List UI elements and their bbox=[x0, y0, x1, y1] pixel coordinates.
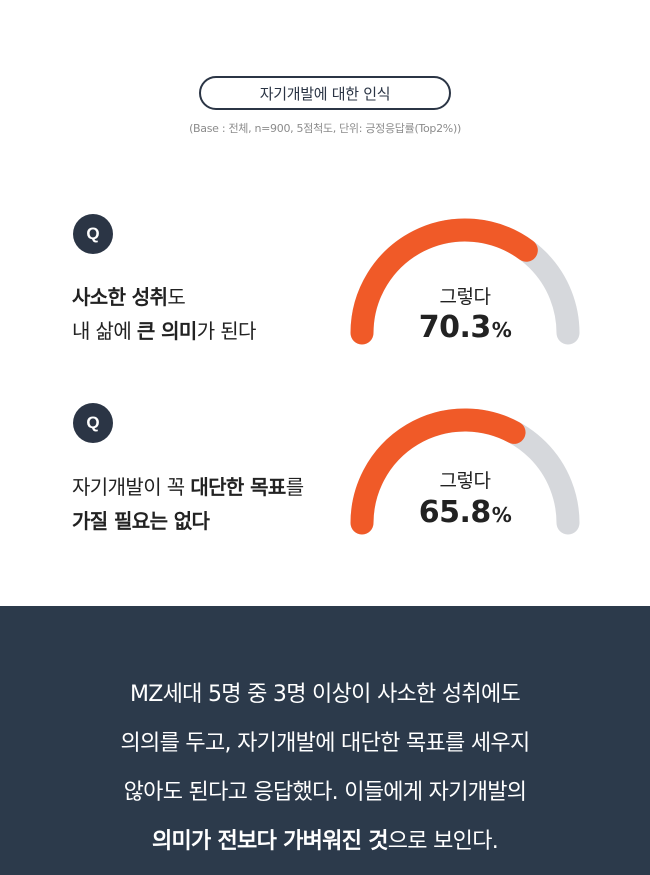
question-text-2: 자기개발이 꼭 대단한 목표를 가질 필요는 없다 bbox=[72, 470, 304, 538]
text-run: 를 bbox=[285, 475, 304, 499]
text-run: 내 삶에 bbox=[72, 319, 137, 343]
question-1-line-2: 내 삶에 큰 의미가 된다 bbox=[72, 314, 256, 348]
summary-panel: MZ세대 5명 중 3명 이상이 사소한 성취에도 의의를 두고, 자기개발에 … bbox=[0, 606, 650, 875]
summary-line-3: 않아도 된다고 응답했다. 이들에게 자기개발의 bbox=[0, 774, 650, 806]
summary-line-4: 의미가 전보다 가벼워진 것으로 보인다. bbox=[0, 823, 650, 855]
gauge-1-value: 70.3% bbox=[340, 310, 590, 345]
text-run: 가 된다 bbox=[196, 319, 257, 343]
text-run: 자기개발이 꼭 bbox=[72, 475, 191, 499]
text-run: 않아도 된다고 응답했다. 이들에게 자기개발의 bbox=[123, 780, 527, 805]
gauge-2: 그렇다 65.8% bbox=[340, 396, 590, 546]
text-run: 도 bbox=[167, 285, 186, 309]
summary-line-2: 의의를 두고, 자기개발에 대단한 목표를 세우지 bbox=[0, 725, 650, 757]
question-2-line-1: 자기개발이 꼭 대단한 목표를 bbox=[72, 470, 304, 504]
gauge-2-value-number: 65.8 bbox=[418, 495, 492, 530]
text-run: 으로 보인다. bbox=[387, 829, 499, 854]
question-badge-2: Q bbox=[73, 403, 113, 443]
gauge-1-fill bbox=[350, 218, 538, 345]
emphasis-text: 가질 필요는 없다 bbox=[72, 509, 210, 533]
text-run: 의의를 두고, 자기개발에 대단한 목표를 세우지 bbox=[120, 731, 530, 756]
gauge-2-svg bbox=[350, 408, 580, 535]
emphasis-text: 사소한 성취 bbox=[72, 285, 168, 309]
emphasis-text: 큰 의미 bbox=[136, 319, 197, 343]
section-title: 자기개발에 대한 인식 bbox=[259, 84, 391, 103]
gauge-2-value: 65.8% bbox=[340, 495, 590, 530]
gauge-1-label: 그렇다 bbox=[439, 286, 491, 308]
summary-line-1: MZ세대 5명 중 3명 이상이 사소한 성취에도 bbox=[0, 676, 650, 708]
question-text-1: 사소한 성취도 내 삶에 큰 의미가 된다 bbox=[72, 280, 256, 348]
gauge-1-value-number: 70.3 bbox=[418, 310, 492, 345]
emphasis-text: 대단한 목표 bbox=[190, 475, 286, 499]
gauge-1: 그렇다 70.3% bbox=[340, 206, 590, 356]
question-2-line-2: 가질 필요는 없다 bbox=[72, 504, 304, 538]
gauge-1-value-unit: % bbox=[491, 318, 512, 342]
gauge-1-svg bbox=[350, 218, 580, 345]
emphasis-text: 의미가 전보다 가벼워진 것 bbox=[151, 829, 389, 854]
base-note: (Base : 전체, n=900, 5점척도, 단위: 긍정응답률(Top2%… bbox=[189, 122, 461, 135]
section-title-pill: 자기개발에 대한 인식 bbox=[199, 76, 451, 110]
question-badge-1: Q bbox=[73, 214, 113, 254]
gauge-2-label: 그렇다 bbox=[439, 470, 491, 492]
gauge-2-fill bbox=[350, 408, 526, 535]
text-run: MZ세대 5명 중 3명 이상이 사소한 성취에도 bbox=[129, 682, 521, 707]
gauge-2-value-unit: % bbox=[491, 503, 512, 527]
question-1-line-1: 사소한 성취도 bbox=[72, 280, 256, 314]
